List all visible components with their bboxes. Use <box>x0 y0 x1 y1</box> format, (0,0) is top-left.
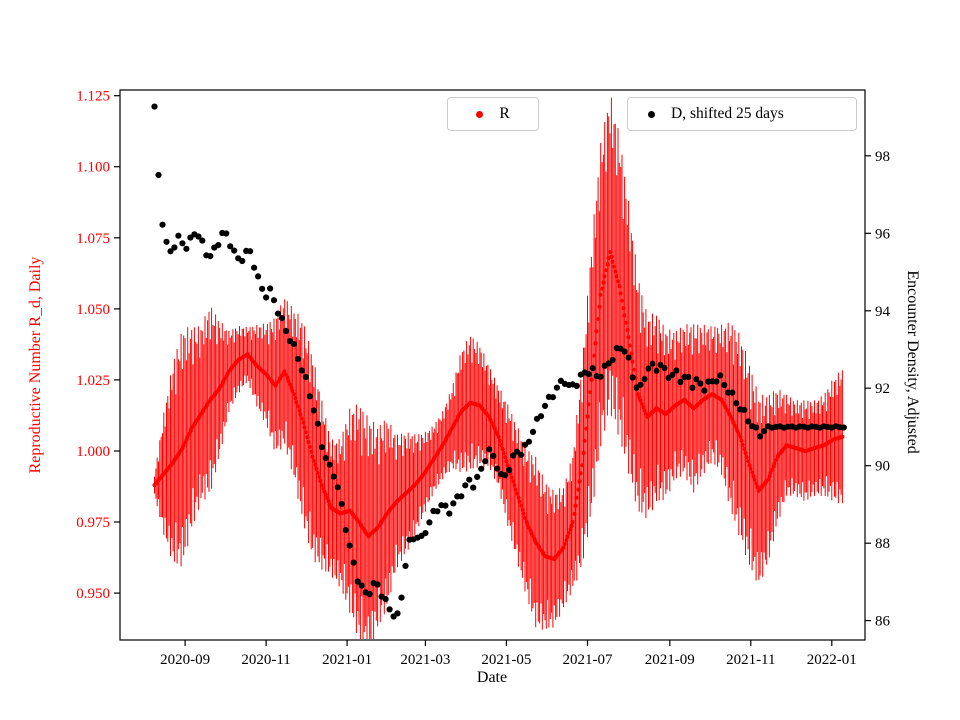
legend-d: D, shifted 25 days <box>627 97 857 131</box>
svg-text:2021-03: 2021-03 <box>400 652 450 668</box>
svg-text:1.025: 1.025 <box>76 373 110 389</box>
svg-text:2021-07: 2021-07 <box>563 652 613 668</box>
y-axis-label-left: Reproductive Number R_d, Daily <box>27 256 44 474</box>
svg-text:2022-01: 2022-01 <box>807 652 857 668</box>
svg-text:2020-11: 2020-11 <box>241 652 290 668</box>
svg-text:2021-09: 2021-09 <box>645 652 695 668</box>
svg-text:1.000: 1.000 <box>76 444 110 460</box>
svg-text:2021-01: 2021-01 <box>322 652 372 668</box>
legend-r-marker-icon <box>476 110 484 118</box>
svg-text:1.125: 1.125 <box>76 89 110 105</box>
svg-text:2021-11: 2021-11 <box>726 652 775 668</box>
svg-text:1.050: 1.050 <box>76 302 110 318</box>
legend-r: R <box>447 97 539 131</box>
svg-text:94: 94 <box>875 304 891 320</box>
legend-d-marker-icon <box>648 110 655 118</box>
svg-text:90: 90 <box>875 459 890 475</box>
svg-text:1.100: 1.100 <box>76 160 110 176</box>
legend-d-label: D, shifted 25 days <box>671 105 784 122</box>
svg-text:2020-09: 2020-09 <box>160 652 210 668</box>
y-axis-label-right: Encounter Density, Adjusted <box>904 270 921 454</box>
svg-text:98: 98 <box>875 149 890 165</box>
svg-text:88: 88 <box>875 536 890 552</box>
x-axis-label: Date <box>476 669 508 686</box>
svg-text:92: 92 <box>875 381 890 397</box>
svg-text:0.950: 0.950 <box>76 586 110 602</box>
svg-text:2021-05: 2021-05 <box>481 652 531 668</box>
svg-text:0.975: 0.975 <box>76 515 110 531</box>
svg-text:1.075: 1.075 <box>76 231 110 247</box>
legend-r-label: R <box>499 105 510 122</box>
svg-text:86: 86 <box>875 614 891 630</box>
svg-text:96: 96 <box>875 226 891 242</box>
